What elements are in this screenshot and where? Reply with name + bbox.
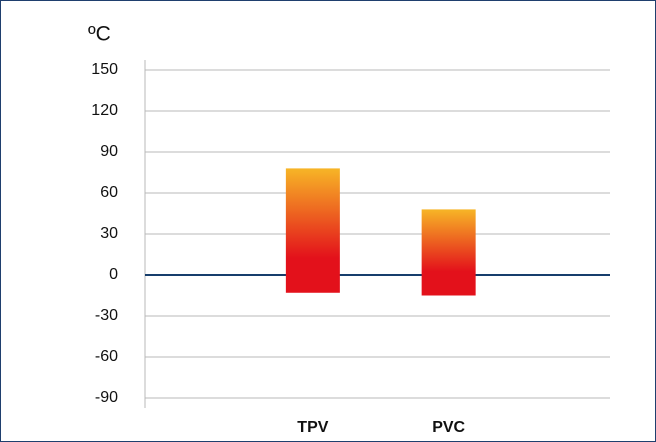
y-tick-label: 0 [109, 266, 118, 283]
x-tick-label: TPV [297, 419, 328, 436]
x-tick-label: PVC [432, 419, 465, 436]
bar [421, 209, 476, 296]
y-tick-label: 90 [100, 143, 118, 160]
y-tick-label: -30 [95, 307, 118, 324]
y-tick-label: 120 [91, 102, 118, 119]
bar [285, 168, 340, 293]
y-tick-label: -60 [95, 348, 118, 365]
y-tick-label: 60 [100, 184, 118, 201]
y-tick-label: 150 [91, 61, 118, 78]
y-tick-label: -90 [95, 389, 118, 406]
y-tick-label: 30 [100, 225, 118, 242]
y-unit-label: ºC [88, 23, 111, 46]
